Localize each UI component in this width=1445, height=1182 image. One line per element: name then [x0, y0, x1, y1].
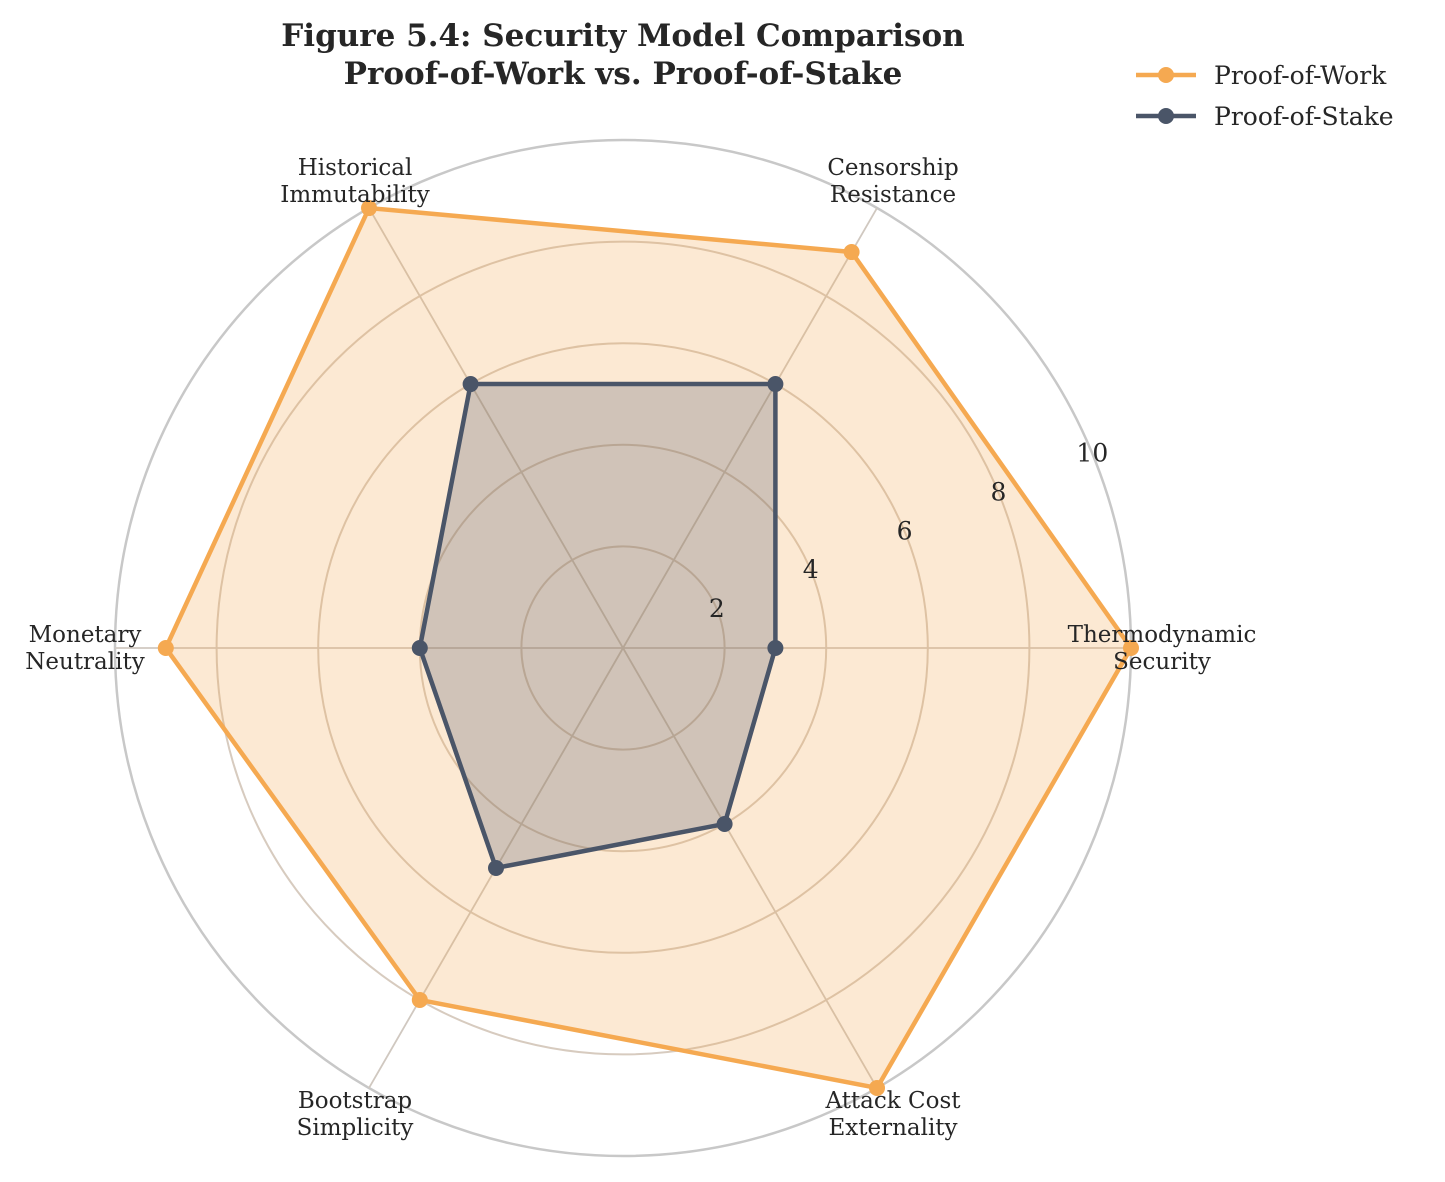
series-fill	[419, 384, 776, 868]
axis-label-line: Resistance	[830, 182, 956, 208]
axis-label: Bootstrap Simplicity	[297, 1088, 414, 1141]
data-point	[411, 640, 428, 656]
grid-spoke	[622, 647, 878, 1089]
data-point	[869, 1079, 885, 1096]
legend-marker	[1158, 108, 1174, 124]
axis-label-line: Attack Cost	[824, 1088, 961, 1114]
data-point	[1123, 640, 1139, 656]
axis-label-line: Security	[1113, 649, 1211, 675]
axis-label-line: Neutrality	[25, 649, 144, 675]
axis-label-line: Simplicity	[297, 1115, 414, 1141]
data-point	[411, 991, 428, 1008]
axis-label-line: Historical	[298, 155, 413, 181]
axis-label-line: Thermodynamic	[1068, 622, 1257, 648]
axis-label: Thermodynamic Security	[1068, 622, 1257, 675]
data-point	[488, 859, 504, 876]
axis-label-line: Monetary	[29, 622, 142, 648]
axis-label: Monetary Neutrality	[25, 622, 144, 675]
axis-label: Historical Immutability	[280, 155, 430, 208]
axis-label: Attack Cost Externality	[824, 1088, 961, 1141]
radial-tick-label: 10	[1076, 439, 1108, 468]
chart-title: Figure 5.4: Security Model Comparison	[281, 18, 964, 54]
grid-spoke	[368, 207, 624, 649]
radial-tick-label: 4	[803, 555, 819, 584]
axis-label-line: Externality	[828, 1115, 957, 1141]
axis-label-line: Immutability	[280, 182, 430, 208]
radial-tick-label: 8	[991, 477, 1007, 506]
axis-label-line: Censorship	[827, 155, 958, 181]
data-point	[767, 376, 784, 393]
series-fill	[165, 208, 1132, 1088]
data-point	[361, 200, 377, 217]
axis-label-line: Bootstrap	[298, 1088, 412, 1114]
legend-label: Proof-of-Work	[1214, 61, 1387, 90]
grid-spoke	[622, 207, 878, 649]
data-point	[843, 244, 860, 261]
radial-tick-label: 6	[897, 516, 913, 545]
legend: Proof-of-Work Proof-of-Stake	[1136, 61, 1394, 131]
axis-label: Censorship Resistance	[827, 155, 958, 208]
data-point	[716, 815, 733, 832]
legend-marker	[1158, 67, 1174, 83]
data-point	[157, 640, 174, 656]
data-point	[462, 376, 479, 393]
radial-tick-label: 2	[709, 594, 725, 623]
legend-label: Proof-of-Stake	[1214, 102, 1394, 131]
data-point	[767, 640, 784, 656]
chart-subtitle: Proof-of-Work vs. Proof-of-Stake	[344, 56, 903, 92]
